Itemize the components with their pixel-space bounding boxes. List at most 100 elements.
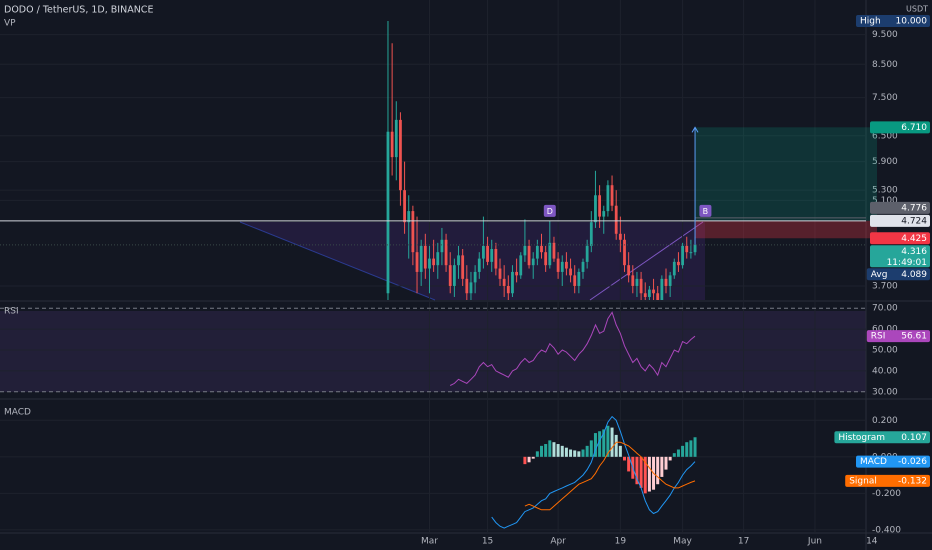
histogram-bar <box>627 456 631 472</box>
macd-2-tag-name: Signal <box>849 476 877 486</box>
candle-body <box>477 258 481 272</box>
rsi-tag <box>866 330 930 343</box>
histogram-bar <box>685 442 689 457</box>
histogram-bar <box>602 429 606 457</box>
avg-tag-name: Avg <box>871 270 888 280</box>
candle-body <box>486 245 489 262</box>
signal-line <box>524 441 696 511</box>
rsi-title: RSI <box>4 307 19 317</box>
candle-body <box>577 271 581 286</box>
y-tick-label: -0.400 <box>872 525 901 535</box>
candle-body <box>544 252 548 266</box>
candle-body <box>631 275 635 286</box>
high-tag-value: 10.000 <box>896 17 928 27</box>
histogram-bar <box>573 450 577 457</box>
histogram-bar <box>618 445 622 457</box>
histogram-bar <box>527 456 531 463</box>
y-tick-label: -0.200 <box>872 489 901 499</box>
candle-body <box>660 278 664 300</box>
histogram-bar <box>548 440 552 457</box>
level-tag <box>870 214 930 227</box>
pattern-line <box>589 221 704 301</box>
y-tick-label: 7.500 <box>872 93 898 103</box>
x-tick-label: 14 <box>866 537 878 547</box>
candle-body <box>511 271 514 294</box>
x-tick-label: Apr <box>550 537 566 547</box>
arrow-head <box>691 126 699 133</box>
candle-body <box>506 285 510 294</box>
grid <box>0 0 866 533</box>
histogram-bar <box>614 434 618 457</box>
candle-body <box>548 242 552 266</box>
candle-body <box>423 245 427 269</box>
y-tick-label: 8.500 <box>872 60 898 70</box>
histogram-bar <box>647 456 651 492</box>
macd-1-tag <box>856 455 930 468</box>
candle-body <box>635 278 639 286</box>
candle-body <box>627 265 631 276</box>
y-tick-label: 9.500 <box>872 30 898 40</box>
avg-tag <box>866 268 930 281</box>
histogram-bar <box>585 445 589 457</box>
currency: USDT <box>906 5 928 14</box>
candle-body <box>469 282 473 294</box>
histogram-bar <box>672 453 676 457</box>
target-tag <box>870 121 930 134</box>
y-tick-label: 70.00 <box>872 304 898 314</box>
candle-body <box>689 252 693 254</box>
pattern-marker-label: D <box>547 207 553 216</box>
candle-body <box>399 119 402 191</box>
candle-body <box>440 239 444 253</box>
macd-title: MACD <box>4 408 31 418</box>
x-tick-label: 15 <box>482 537 493 547</box>
candles <box>386 21 697 300</box>
histogram-bar <box>610 427 614 457</box>
histogram-bar <box>668 456 672 461</box>
histogram-bar <box>622 456 626 461</box>
rsi-band <box>0 311 866 392</box>
stop-tag <box>870 232 930 245</box>
histogram-bar <box>606 425 610 457</box>
candle-body <box>448 265 452 286</box>
candle-body <box>535 245 539 259</box>
y-tick-label: 40.00 <box>872 366 898 376</box>
candle-body <box>457 255 460 266</box>
x-tick-label: 17 <box>738 537 749 547</box>
candle-body <box>585 245 589 262</box>
candle-body <box>560 261 564 272</box>
y-tick-label: 6.500 <box>872 131 898 141</box>
candle-body <box>515 271 519 276</box>
candle-body <box>618 233 622 240</box>
candle-body <box>693 244 697 253</box>
candle-body <box>394 119 398 158</box>
candle-body <box>473 271 477 283</box>
candle-body <box>606 185 610 212</box>
candle-body <box>647 289 651 297</box>
x-tick-label: Mar <box>421 537 438 547</box>
candle-body <box>614 205 618 234</box>
candle-body <box>569 268 572 276</box>
stop-tag-value: 4.425 <box>901 234 927 244</box>
candle-body <box>598 195 602 217</box>
level-upper-tag-value: 4.776 <box>901 203 927 213</box>
macd-1-tag-value: -0.026 <box>898 457 927 467</box>
histogram-bar <box>577 451 581 457</box>
candle-body <box>664 278 668 286</box>
pattern-marker-label: B <box>703 207 709 216</box>
y-tick-label: 50.00 <box>872 346 898 356</box>
histogram-bar <box>598 431 602 457</box>
avg-tag-value: 4.089 <box>901 270 927 280</box>
candle-body <box>589 222 593 246</box>
y-tick-label: 0.200 <box>872 416 898 426</box>
target-zone <box>695 127 877 221</box>
y-tick-label: 60.00 <box>872 325 898 335</box>
candle-body <box>502 278 506 286</box>
macd-line <box>491 415 696 529</box>
candle-body <box>623 239 626 266</box>
x-tick-label: Jun <box>807 537 822 547</box>
y-tick-label: 5.900 <box>872 157 898 167</box>
chart-title: DODO / TetherUS, 1D, BINANCE <box>4 5 153 16</box>
candle-body <box>403 190 406 223</box>
histogram-bar <box>656 456 660 485</box>
